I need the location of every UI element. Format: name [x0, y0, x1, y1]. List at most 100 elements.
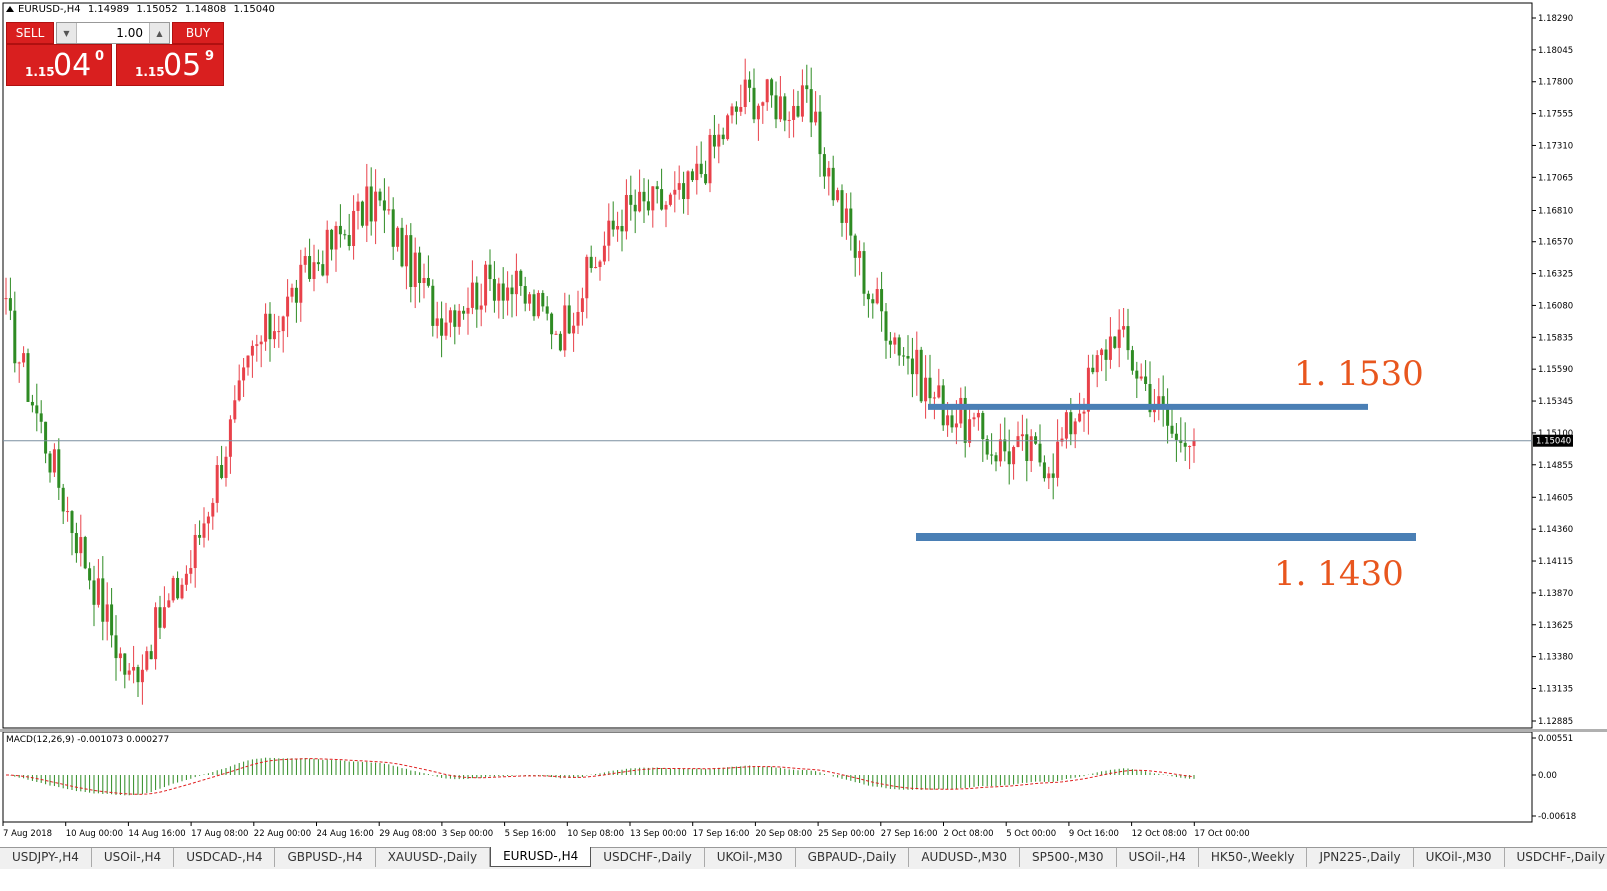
sell-button[interactable]: SELL: [6, 22, 54, 44]
candle-body: [356, 201, 360, 211]
candle-body: [695, 163, 699, 181]
candle-body: [1082, 411, 1086, 414]
current-price-label: 1.15040: [1536, 437, 1571, 447]
chart-tab[interactable]: USDJPY-,H4: [0, 848, 92, 867]
price-axis-label: 1.14360: [1538, 525, 1573, 535]
candle-body: [149, 651, 153, 660]
macd-axis-label: 0.00: [1538, 771, 1557, 781]
candle-body: [1042, 462, 1046, 479]
candle-body: [1117, 329, 1121, 348]
candle-body: [514, 270, 518, 295]
price-axis-label: 1.16325: [1538, 270, 1573, 280]
candle-body: [915, 349, 919, 375]
lot-size-value[interactable]: 1.00: [116, 26, 143, 40]
chart-tab[interactable]: HK50-,Weekly: [1199, 848, 1308, 867]
candle-body: [708, 134, 712, 184]
time-axis-label: 5 Sep 16:00: [505, 829, 556, 839]
chart-tab[interactable]: GBPAUD-,Daily: [796, 848, 910, 867]
lot-increase-button[interactable]: ▲: [149, 23, 169, 43]
candle-body: [1139, 376, 1143, 379]
candle-body: [378, 191, 382, 201]
lot-size-input[interactable]: ▼ 1.00 ▲: [56, 22, 170, 44]
candle-body: [312, 262, 316, 279]
candle-body: [1122, 326, 1126, 330]
chart-tab[interactable]: SP500-,M30: [1020, 848, 1117, 867]
chart-tab[interactable]: GBPUSD-,H4: [275, 848, 376, 867]
candle-body: [470, 282, 474, 308]
time-axis-label: 2 Oct 08:00: [944, 829, 994, 839]
candle-body: [1192, 440, 1196, 447]
candle-body: [809, 89, 813, 123]
candle-body: [110, 604, 114, 636]
price-chart[interactable]: 1.18290 1.18045 1.17800 1.17555 1.17310 1.170…: [0, 0, 1607, 847]
main-plot-frame: [2, 2, 1533, 729]
candle-body: [629, 194, 633, 205]
candle-body: [158, 607, 162, 628]
candle-body: [686, 171, 690, 200]
chart-tab[interactable]: USOil-,H4: [92, 848, 175, 867]
buy-price-button[interactable]: 1.15 05 9: [116, 44, 224, 86]
candle-body: [893, 337, 897, 345]
candle-body: [576, 311, 580, 326]
chart-tab[interactable]: UKOil-,M30: [1414, 848, 1505, 867]
candle-body: [994, 455, 998, 462]
candle-body: [800, 85, 804, 117]
candle-body: [827, 167, 831, 177]
price-axis-label: 1.17555: [1538, 110, 1573, 120]
candle-body: [1144, 376, 1148, 385]
buy-button[interactable]: BUY: [172, 22, 224, 44]
candle-body: [220, 464, 224, 478]
time-axis-label: 17 Aug 08:00: [191, 829, 248, 839]
chart-tab-bar: USDJPY-,H4 USOil-,H4 USDCAD-,H4 GBPUSD-,H4 X…: [0, 847, 1607, 869]
candle-body: [743, 79, 747, 107]
chart-tab[interactable]: EURUSD-,H4: [490, 847, 592, 867]
chart-tab[interactable]: UKOil-,M30: [705, 848, 796, 867]
candle-body: [699, 163, 703, 175]
candle-body: [598, 261, 602, 267]
chart-window[interactable]: 1.18290 1.18045 1.17800 1.17555 1.17310 1.170…: [0, 0, 1607, 869]
price-axis-label: 1.14855: [1538, 461, 1573, 471]
chart-tab[interactable]: USOil-,H4: [1117, 848, 1199, 867]
candle-body: [985, 439, 989, 455]
chart-tab[interactable]: USDCAD-,H4: [174, 848, 276, 867]
lot-decrease-button[interactable]: ▼: [57, 23, 77, 43]
candle-body: [752, 87, 756, 120]
candle-body: [567, 305, 571, 334]
price-axis-label: 1.18045: [1538, 46, 1573, 56]
time-axis-label: 20 Sep 08:00: [755, 829, 812, 839]
candle-body: [1161, 396, 1165, 408]
candle-body: [162, 607, 166, 628]
chart-tab[interactable]: JPN225-,Daily: [1307, 848, 1414, 867]
candle-body: [734, 106, 738, 112]
candle-body: [290, 287, 294, 297]
candle-body: [114, 635, 118, 659]
candle-body: [281, 316, 285, 332]
candle-body: [554, 333, 558, 335]
chart-tab[interactable]: AUDUSD-,M30: [909, 848, 1020, 867]
candle-body: [206, 516, 210, 524]
sell-price-button[interactable]: 1.15 04 0: [6, 44, 112, 86]
sell-price-prefix: 1.15: [25, 65, 55, 79]
candle-body: [308, 256, 312, 279]
candle-body: [818, 111, 822, 155]
candle-body: [660, 189, 664, 210]
candle-body: [35, 405, 39, 414]
chart-tab[interactable]: USDCHF-,Daily: [591, 848, 705, 867]
candle-body: [594, 266, 598, 269]
candle-body: [1029, 436, 1033, 461]
buy-price-prefix: 1.15: [135, 65, 165, 79]
candle-body: [1034, 436, 1038, 444]
candle-body: [761, 102, 765, 106]
candle-body: [924, 377, 928, 402]
candle-body: [343, 234, 347, 236]
candle-body: [1166, 407, 1170, 426]
candle-body: [858, 251, 862, 258]
chart-tab[interactable]: USDCHF-,Daily: [1505, 848, 1607, 867]
price-axis-label: 1.12885: [1538, 717, 1573, 727]
candle-body: [897, 337, 901, 356]
price-axis-label: 1.13870: [1538, 589, 1573, 599]
chart-tab[interactable]: XAUUSD-,Daily: [376, 848, 491, 867]
candle-body: [638, 191, 642, 212]
candle-body: [739, 106, 743, 112]
candles: [4, 58, 1196, 705]
